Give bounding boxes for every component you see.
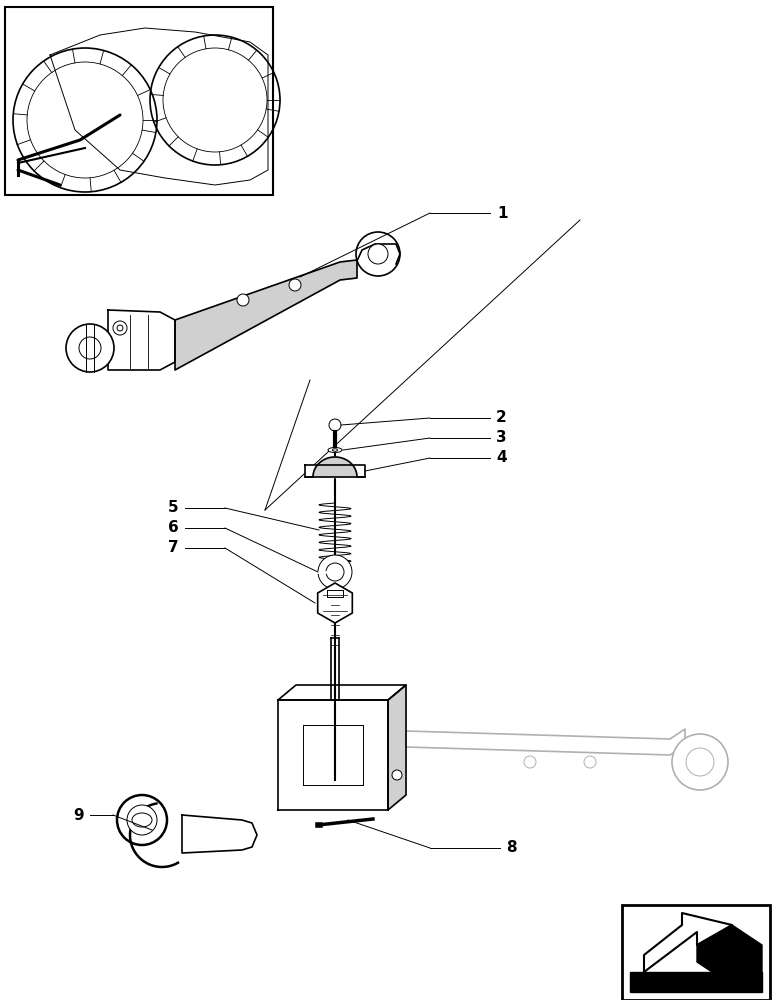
Bar [622,905,770,1000]
Circle shape [66,324,114,372]
Text: 1: 1 [497,206,507,221]
Polygon shape [182,815,257,853]
Circle shape [686,748,714,776]
Bar [5,7,273,195]
Text: 3: 3 [496,430,506,446]
Ellipse shape [332,449,337,451]
Circle shape [368,244,388,264]
Polygon shape [175,260,357,370]
Circle shape [356,232,400,276]
Polygon shape [278,685,406,700]
Polygon shape [697,925,762,972]
Polygon shape [327,590,343,597]
Text: 5: 5 [168,500,179,516]
Circle shape [524,756,536,768]
Circle shape [237,294,249,306]
Polygon shape [278,700,388,810]
Text: 4: 4 [496,450,506,466]
Polygon shape [406,729,685,755]
Circle shape [584,756,596,768]
Polygon shape [630,972,762,992]
Polygon shape [644,913,732,972]
Circle shape [329,419,341,431]
Circle shape [127,805,157,835]
Text: 9: 9 [73,808,84,822]
Circle shape [392,770,402,780]
Circle shape [117,795,167,845]
Ellipse shape [132,813,152,827]
Circle shape [113,321,127,335]
Text: 8: 8 [506,840,517,856]
Polygon shape [313,457,357,477]
Circle shape [326,563,344,581]
Text: 2: 2 [496,410,506,426]
Text: 7: 7 [168,540,179,556]
Polygon shape [388,685,406,810]
Circle shape [672,734,728,790]
Ellipse shape [328,448,342,452]
Text: 6: 6 [168,520,179,536]
Polygon shape [318,583,352,623]
Circle shape [79,337,101,359]
Polygon shape [108,310,175,370]
Polygon shape [305,465,365,477]
Circle shape [289,279,301,291]
Circle shape [318,555,352,589]
Circle shape [117,325,123,331]
